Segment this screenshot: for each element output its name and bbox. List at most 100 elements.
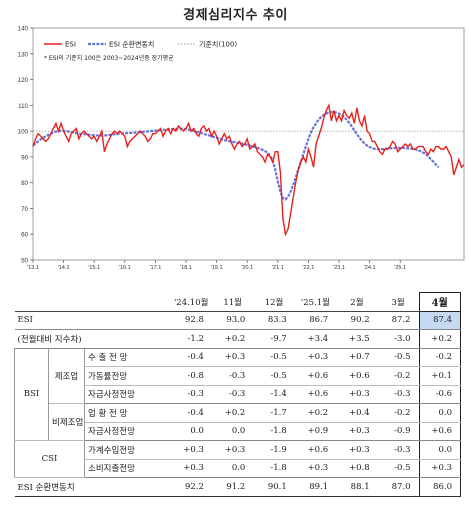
x-tick-label: '22.1 [302, 265, 314, 270]
y-tick-label: 90 [21, 154, 28, 161]
table-cell: -1.2 [170, 329, 212, 349]
row-label: (전월대비 지수차) [14, 329, 171, 349]
table-cell: -0.2 [377, 366, 420, 386]
x-tick-label: '25.1 [394, 265, 406, 270]
table-cell: -0.6 [418, 385, 462, 404]
y-tick-label: 50 [21, 258, 28, 265]
esi-line-chart: 50 60 70 80 90 100 110 120 130 140 '13.1 '14.1 '15.1… [18, 26, 465, 270]
table-cell: 0.0 [418, 403, 462, 423]
y-tick-label: 110 [18, 103, 28, 110]
col-header-current: 4월 [418, 292, 462, 312]
row-label: 업 황 전 망 [84, 403, 171, 423]
y-tick-label: 120 [18, 77, 29, 84]
table-cell: -1.4 [253, 385, 295, 404]
table-cell: -1.7 [253, 403, 295, 423]
table-cell: -0.4 [170, 348, 212, 367]
x-tick-label: '13.1 [27, 265, 39, 270]
table-cell: +0.9 [294, 422, 337, 441]
table-cell: +0.3 [170, 440, 212, 460]
y-tick-label: 130 [18, 51, 29, 58]
table-cell: 92.2 [170, 477, 212, 497]
table-cell: +0.6 [418, 422, 462, 441]
row-label: 가계수입전망 [84, 440, 171, 460]
table-cell: 0.0 [211, 459, 254, 478]
table-cell: -3.0 [377, 329, 420, 349]
table-cell: -0.5 [377, 459, 420, 478]
table-row: BSI 제조업 수 출 전 망 -0.4 +0.3 -0.5 +0.3 +0.7 -0.5 -0.… [14, 348, 462, 441]
table-cell: +3.5 [336, 329, 378, 349]
table-cell: -0.3 [211, 385, 254, 404]
x-tick-label: '17.1 [149, 265, 161, 270]
table-cell: +0.6 [294, 366, 337, 386]
table-cell: 90.1 [253, 477, 295, 497]
table-row: CSI 가계수입전망 +0.3 +0.3 -1.9 +0.6 +0.3 -0.3 0.0 [14, 440, 462, 478]
table-cell: -0.2 [418, 348, 462, 367]
table-cell: +0.6 [294, 385, 337, 404]
table-cell: 0.0 [418, 440, 462, 460]
table-cell: 92.8 [170, 311, 212, 330]
table-cell: +0.6 [294, 440, 337, 460]
row-label: ESI [14, 311, 171, 330]
x-tick-label: '19.1 [211, 265, 223, 270]
legend-label-trend: ESI 순환변동치 [109, 40, 154, 49]
table-cell: +0.3 [211, 440, 254, 460]
table-cell: +0.3 [418, 459, 462, 478]
table-cell: +0.4 [336, 403, 378, 423]
table-cell: -0.5 [377, 348, 420, 367]
table-cell: -0.4 [170, 403, 212, 423]
table-cell: 0.0 [170, 422, 212, 441]
x-tick-label: '14.1 [58, 265, 70, 270]
table-cell: -0.5 [253, 366, 295, 386]
table-cell: +0.7 [336, 348, 378, 367]
legend-label-esi: ESI [65, 41, 76, 49]
table-cell: 90.2 [336, 311, 378, 330]
table-cell: -1.9 [253, 440, 295, 460]
y-tick-label: 140 [18, 26, 29, 33]
col-header: '24.10월 [170, 292, 212, 312]
table-cell: +0.2 [294, 403, 337, 423]
table-cell: 88.1 [336, 477, 378, 497]
table-row: ESI 순환변동치 92.2 91.2 90.1 89.1 88.1 87.0 86.0 [14, 477, 462, 497]
subgroup-label: 제조업 [48, 348, 85, 404]
table-cell: -0.9 [377, 422, 420, 441]
table-cell: +0.2 [211, 329, 254, 349]
table-cell: +0.3 [211, 348, 254, 367]
x-tick-label: '24.1 [364, 265, 376, 270]
table-cell: -0.2 [377, 403, 420, 423]
table-cell: -0.8 [170, 366, 212, 386]
table-cell: 83.3 [253, 311, 295, 330]
table-row: (전월대비 지수차) -1.2 +0.2 -9.7 +3.4 +3.5 -3.0 +0.2 [14, 329, 462, 349]
row-label: 수 출 전 망 [84, 348, 171, 367]
x-tick-label: '15.1 [88, 265, 100, 270]
table-cell: +0.8 [336, 459, 378, 478]
col-header: 11월 [211, 292, 254, 312]
x-tick-label: '16.1 [119, 265, 131, 270]
x-tick-label: '20.1 [241, 265, 253, 270]
table-row: 소비지출전망 +0.3 0.0 -1.8 +0.3 +0.8 -0.5 +0.3 [15, 459, 462, 478]
table-cell: +0.3 [336, 385, 378, 404]
table-cell: -1.8 [253, 422, 295, 441]
row-label: 자금사정전망 [84, 385, 171, 404]
table-cell: 87.0 [377, 477, 420, 497]
subgroup-label: 비제조업 [48, 403, 85, 441]
table-cell: +0.3 [336, 440, 378, 460]
table-cell: +3.4 [294, 329, 337, 349]
col-header: 2월 [336, 292, 378, 312]
esi-table: '24.10월 11월 12월 '25.1월 2월 3월 4월 ESI 92.8 9… [14, 292, 462, 497]
table-cell: +0.2 [211, 403, 254, 423]
row-label: 가동률전망 [84, 366, 171, 386]
table-corner [14, 292, 171, 312]
chart-note: * ESI의 기준치 100은 2003~2024년중 장기평균 [44, 54, 174, 62]
table-cell: -0.3 [170, 385, 212, 404]
table-cell: +0.3 [294, 459, 337, 478]
row-label: 소비지출전망 [84, 459, 171, 478]
table-cell: 87.4 [418, 311, 462, 330]
series-line-esi-trend [32, 110, 440, 201]
col-header: 12월 [253, 292, 295, 312]
y-tick-label: 100 [18, 129, 29, 136]
table-cell: 0.0 [211, 422, 254, 441]
table-cell: 86.0 [418, 477, 462, 497]
table-cell: -0.3 [377, 385, 420, 404]
x-tick-label: '18.1 [180, 265, 192, 270]
table-cell: -0.5 [253, 348, 295, 367]
